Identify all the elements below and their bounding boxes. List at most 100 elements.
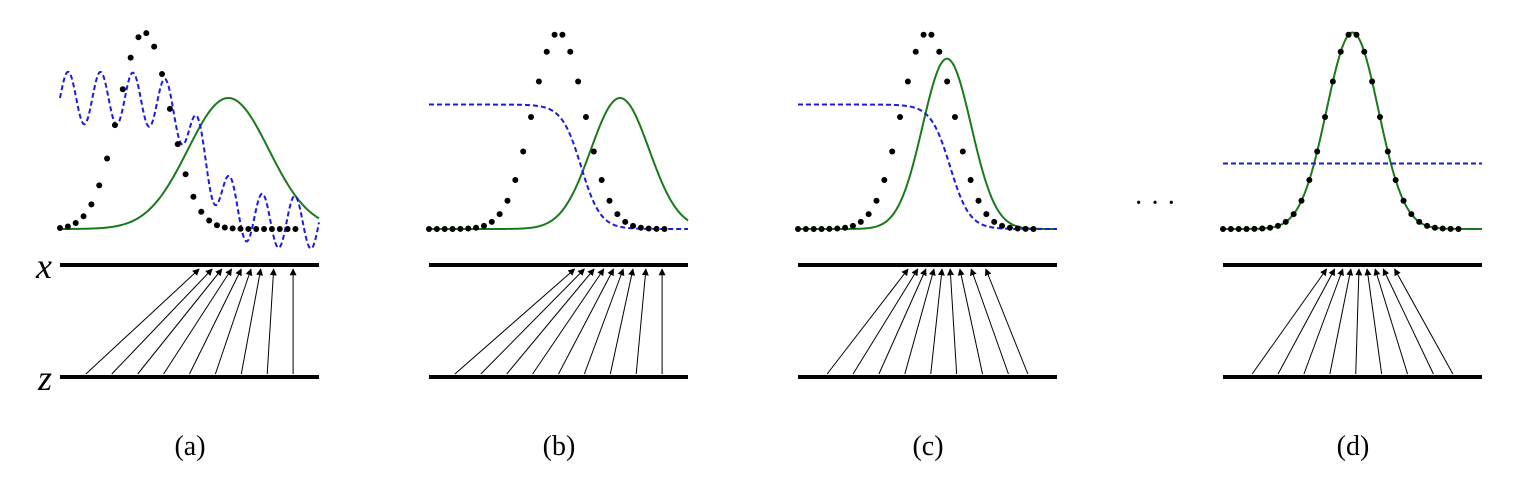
- data-density-dot: [551, 31, 558, 38]
- data-density-dot: [111, 122, 118, 129]
- data-density-dot: [881, 177, 888, 183]
- data-density-dot: [1259, 225, 1266, 232]
- data-density-dot: [166, 105, 173, 112]
- data-density-dot: [261, 226, 268, 232]
- data-density-dot: [182, 171, 189, 178]
- data-density-dot: [198, 208, 205, 215]
- data-density-dot: [920, 31, 927, 38]
- mapping-arrow: [454, 268, 576, 375]
- data-density-dot: [72, 220, 79, 227]
- data-density-dot: [535, 78, 542, 85]
- data-density-dot: [1290, 211, 1297, 218]
- data-density-dot: [1353, 31, 1360, 38]
- model-density-curve: [59, 96, 320, 230]
- panel-a: [57, 30, 320, 379]
- data-density-dot: [104, 155, 111, 162]
- data-density-dot: [480, 222, 487, 229]
- data-density-dot: [245, 225, 252, 232]
- data-density-dot: [143, 30, 150, 37]
- model-density-curve: [1223, 31, 1482, 230]
- data-density-dot: [857, 218, 864, 225]
- data-density-dot: [622, 218, 629, 225]
- mapping-arrow: [1394, 268, 1454, 375]
- data-density-dot: [151, 43, 158, 50]
- mapping-arrow: [480, 268, 585, 375]
- data-density-dot: [598, 177, 605, 183]
- data-density-dot: [567, 48, 574, 55]
- mapping-arrow: [904, 268, 936, 375]
- data-density-dot: [936, 48, 943, 55]
- mapping-arrow: [930, 268, 945, 375]
- data-density-dot: [1022, 225, 1029, 232]
- mapping-arrow: [609, 268, 636, 375]
- mapping-arrow: [1382, 268, 1434, 375]
- data-density-dot: [849, 222, 856, 229]
- mapping-arrow: [214, 268, 253, 375]
- mapping-arrow: [506, 268, 595, 375]
- data-density-dot: [637, 224, 644, 231]
- data-density-dot: [826, 225, 833, 232]
- mapping-arrow: [137, 268, 223, 375]
- mapping-arrow: [1364, 268, 1383, 375]
- panel-d: [1220, 31, 1482, 379]
- data-density-dot: [959, 148, 966, 155]
- data-density-dot: [159, 71, 166, 78]
- data-density-dot: [1424, 222, 1431, 229]
- data-density-dot: [873, 197, 880, 204]
- data-density-dot: [473, 224, 480, 231]
- mapping-arrow: [85, 268, 200, 375]
- data-density-dot: [653, 225, 660, 232]
- data-density-dot: [1267, 224, 1274, 231]
- data-density-dot: [912, 48, 919, 55]
- data-density-dot: [174, 141, 181, 148]
- mapping-arrow: [583, 268, 625, 375]
- data-density-dot: [928, 31, 935, 38]
- caption-a: (a): [174, 431, 205, 462]
- data-density-dot: [488, 218, 495, 225]
- mapping-arrow: [189, 268, 242, 375]
- mapping-arrow: [635, 268, 649, 375]
- model-density-curve: [429, 97, 689, 230]
- discriminator-curve: [429, 103, 688, 230]
- data-density-dot: [606, 197, 613, 204]
- data-density-dot: [127, 54, 134, 61]
- mapping-arrow: [111, 268, 213, 375]
- data-density-dot: [292, 226, 299, 232]
- data-density-dot: [1384, 148, 1391, 155]
- data-density-dot: [88, 201, 95, 208]
- data-density-dot: [1376, 114, 1383, 121]
- data-density-dot: [80, 213, 87, 220]
- data-density-dot: [1408, 211, 1415, 218]
- mapping-arrow: [1355, 268, 1363, 375]
- data-density-dot: [1361, 48, 1368, 55]
- discriminator-curve: [59, 70, 320, 250]
- x-axis-letter: x: [35, 246, 52, 286]
- data-density-dot: [1235, 225, 1242, 232]
- data-density-dot: [818, 225, 825, 232]
- caption-b: (b): [543, 431, 576, 462]
- data-density-dot: [520, 148, 527, 155]
- data-density-dot: [1220, 226, 1226, 232]
- data-density-dot: [795, 226, 801, 232]
- mapping-arrow: [163, 268, 233, 375]
- data-density-dot: [504, 197, 511, 204]
- mapping-arrow: [852, 268, 919, 375]
- mapping-arrow: [1303, 268, 1344, 375]
- mapping-arrow: [240, 268, 264, 375]
- data-density-dot: [237, 225, 244, 232]
- data-density-dot: [57, 225, 63, 231]
- data-density-dot: [119, 86, 126, 93]
- data-density-dot: [1306, 177, 1313, 183]
- data-density-dot: [897, 114, 904, 121]
- data-density-dot: [842, 224, 849, 231]
- data-density-dot: [1439, 225, 1446, 232]
- data-density-dot: [1392, 177, 1399, 183]
- mapping-arrow: [532, 268, 605, 375]
- data-density-dot: [268, 226, 275, 232]
- data-density-dot: [276, 226, 283, 232]
- data-density-dot: [975, 197, 982, 204]
- data-density-dot: [802, 226, 809, 232]
- panel-c: [795, 31, 1057, 379]
- data-density-dot: [1274, 222, 1281, 229]
- data-density-dot: [213, 222, 220, 229]
